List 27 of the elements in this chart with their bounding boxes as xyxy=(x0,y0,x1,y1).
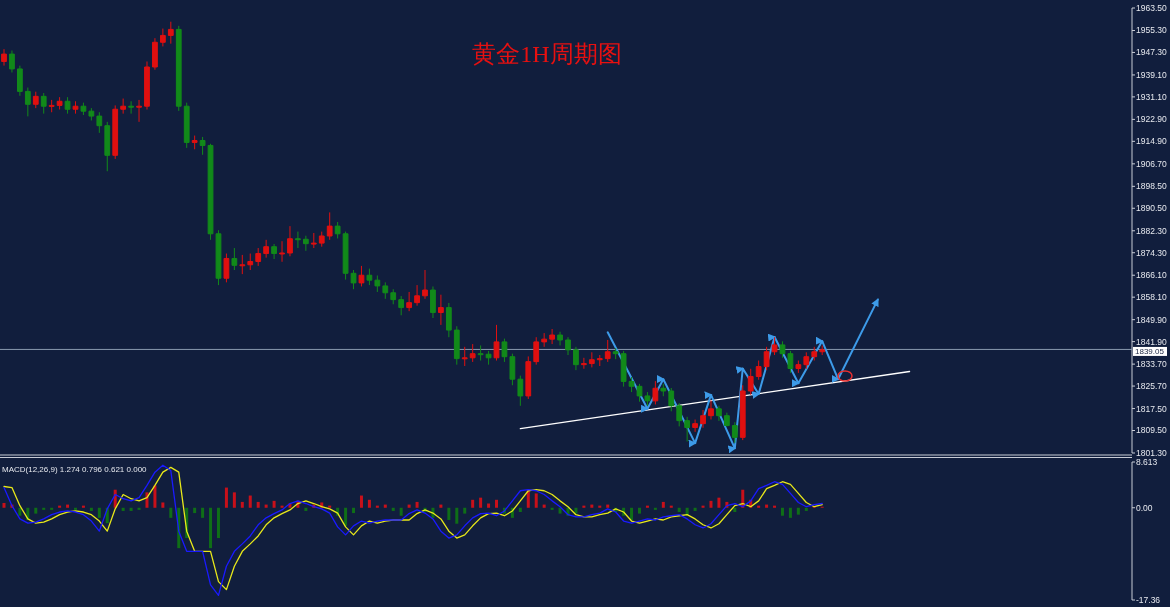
chart-title: MACD(12,26,9) 1.274 0.796 0.621 0.000 xyxy=(2,464,148,474)
y-tick-label: 1906.70 xyxy=(1136,158,1167,169)
y-tick-label: 1841.90 xyxy=(1136,336,1167,347)
y-tick-label: 0.00 xyxy=(1136,502,1153,513)
ref-line-label: 1839.05 xyxy=(1135,347,1165,357)
text: 黄金1H周期图 xyxy=(472,41,622,67)
y-tick-label: -17.36 xyxy=(1136,594,1161,605)
y-tick-label: 8.613 xyxy=(1136,456,1158,467)
y-tick-label: 1874.30 xyxy=(1136,247,1167,258)
y-tick-label: 1922.90 xyxy=(1136,114,1167,125)
y-tick-label: 1914.90 xyxy=(1136,136,1167,147)
y-tick-label: 1955.30 xyxy=(1136,25,1167,36)
y-tick-label: 1801.30 xyxy=(1136,447,1167,458)
y-tick-label: 1898.50 xyxy=(1136,181,1167,192)
y-tick-label: 1882.30 xyxy=(1136,225,1167,236)
y-tick-label: 1809.50 xyxy=(1136,425,1167,436)
y-tick-label: 1963.50 xyxy=(1136,2,1167,13)
y-tick-label: 1866.10 xyxy=(1136,270,1167,281)
y-tick-label: 1849.90 xyxy=(1136,314,1167,325)
y-tick-label: 1931.10 xyxy=(1136,91,1167,102)
y-tick-label: 1890.50 xyxy=(1136,203,1167,214)
y-tick-label: 1825.70 xyxy=(1136,381,1167,392)
y-tick-label: 1833.70 xyxy=(1136,359,1167,370)
y-tick-label: 1858.10 xyxy=(1136,292,1167,303)
y-tick-label: 1947.30 xyxy=(1136,47,1167,58)
y-tick-label: 1817.50 xyxy=(1136,403,1167,414)
y-tick-label: 1939.10 xyxy=(1136,69,1167,80)
